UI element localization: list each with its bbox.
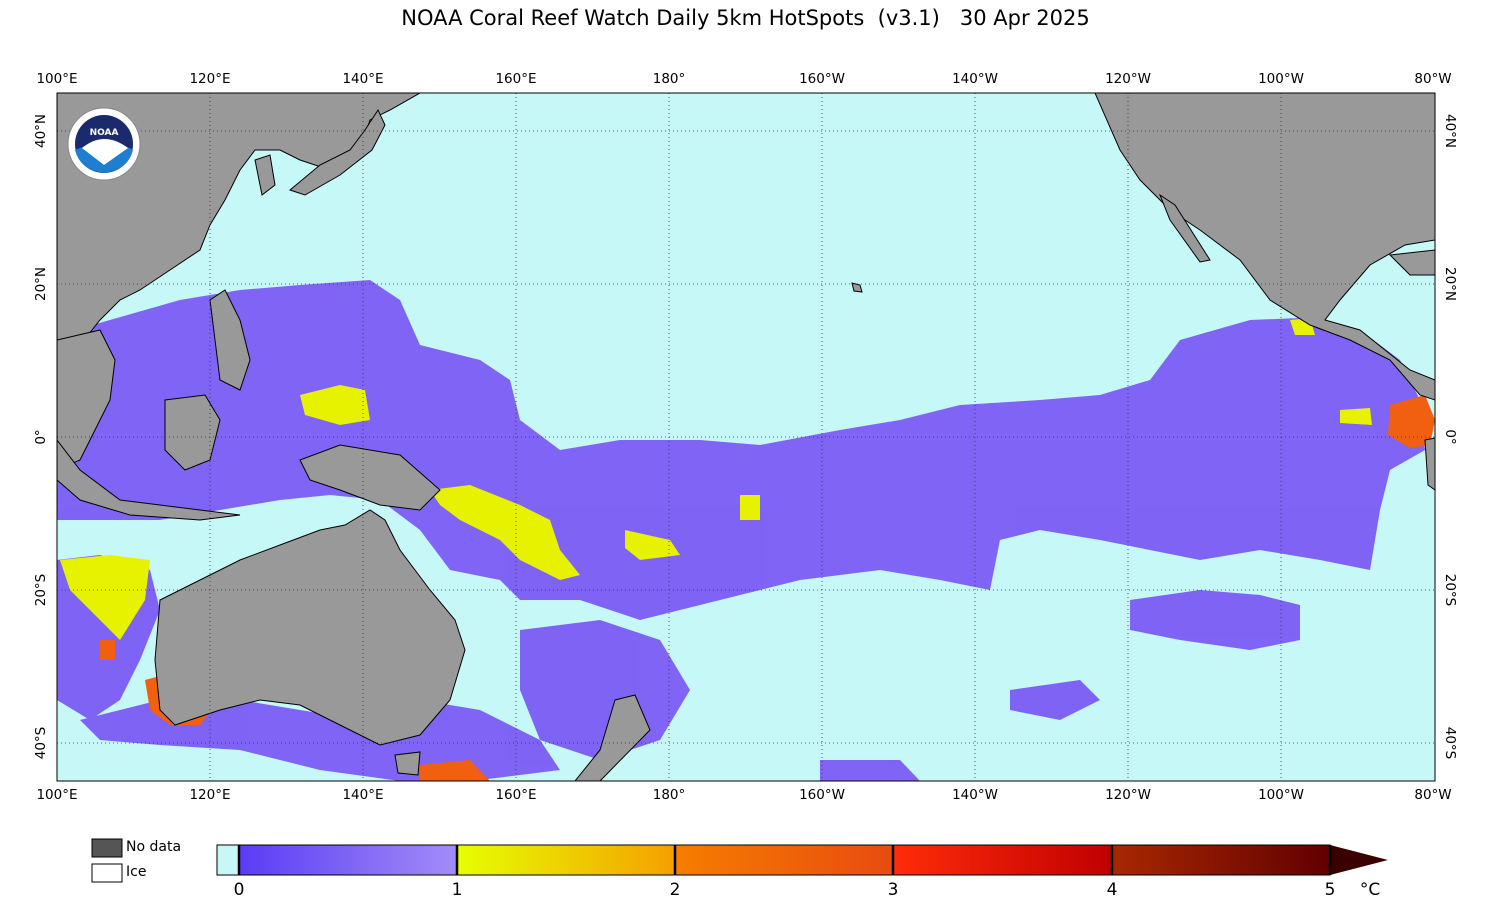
ice-swatch xyxy=(91,863,123,883)
lon-label-top: 100°W xyxy=(1258,71,1304,87)
lon-label-top: 140°W xyxy=(952,71,998,87)
lon-label-top: 180° xyxy=(652,71,686,87)
noaa-logo: NOAA xyxy=(67,107,141,181)
no-data-label: No data xyxy=(126,839,182,855)
lon-label-bottom: 100°W xyxy=(1258,787,1304,803)
lon-label-bottom: 140°W xyxy=(952,787,998,803)
lat-label-right: 20°S xyxy=(1442,573,1458,607)
lat-label-right: 40°N xyxy=(1442,113,1458,149)
lat-label-left: 0° xyxy=(33,429,49,445)
colorbar-tick: 5 xyxy=(1324,880,1336,900)
lon-label-top: 160°W xyxy=(799,71,845,87)
lat-label-left: 20°N xyxy=(33,266,49,302)
lon-label-bottom: 180° xyxy=(652,787,686,803)
colorbar-unit: °C xyxy=(1359,880,1381,900)
colorbar-tick: 2 xyxy=(669,880,681,900)
hotspot-yellow-regions xyxy=(60,318,1372,640)
colorbar-tick: 1 xyxy=(451,880,463,900)
land-masses xyxy=(57,93,1435,781)
lat-label-right: 40°S xyxy=(1442,726,1458,760)
noaa-logo-text: NOAA xyxy=(90,128,119,138)
lon-label-top: 80°W xyxy=(1414,71,1452,87)
lat-label-right: 0° xyxy=(1442,429,1458,445)
lon-label-bottom: 80°W xyxy=(1414,787,1452,803)
lon-label-bottom: 100°E xyxy=(36,787,78,803)
colorbar-tick: 3 xyxy=(887,880,899,900)
lon-label-bottom: 120°E xyxy=(189,787,231,803)
lon-label-top: 120°E xyxy=(189,71,231,87)
colorbar-tick: 4 xyxy=(1106,880,1118,900)
colorbar-tick: 0 xyxy=(233,880,245,900)
map-frame xyxy=(56,92,1436,782)
lat-label-right: 20°N xyxy=(1442,266,1458,302)
lat-label-left: 40°N xyxy=(33,113,49,149)
gridlines xyxy=(57,93,1435,781)
colorbar xyxy=(216,844,1388,876)
lon-label-bottom: 160°W xyxy=(799,787,845,803)
lon-label-bottom: 140°E xyxy=(342,787,384,803)
lon-label-top: 160°E xyxy=(495,71,537,87)
no-data-swatch xyxy=(91,838,123,858)
lat-label-left: 20°S xyxy=(33,573,49,607)
lon-label-bottom: 120°W xyxy=(1105,787,1151,803)
lon-label-top: 100°E xyxy=(36,71,78,87)
lat-label-left: 40°S xyxy=(33,726,49,760)
lon-label-bottom: 160°E xyxy=(495,787,537,803)
lon-label-top: 120°W xyxy=(1105,71,1151,87)
map-title: NOAA Coral Reef Watch Daily 5km HotSpots… xyxy=(401,6,1090,30)
lon-label-top: 140°E xyxy=(342,71,384,87)
ice-label: Ice xyxy=(126,864,147,880)
